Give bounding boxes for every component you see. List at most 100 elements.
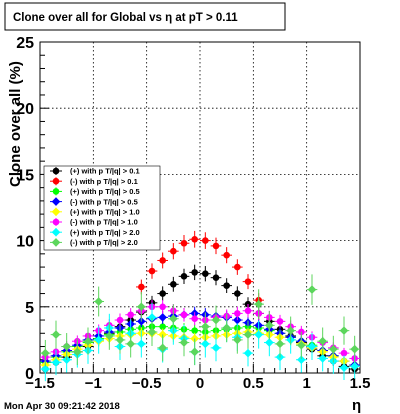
x-tick-label: 1.5 [350,375,371,392]
data-point [276,318,284,325]
legend-entry: (+) with p T/|q| > 0.1 [50,167,140,176]
data-point [318,336,327,346]
data-point [105,331,114,341]
data-point [127,311,134,319]
data-point [159,323,166,330]
data-point [265,338,274,347]
data-point [211,343,221,353]
data-point [329,344,338,354]
data-point [137,339,146,349]
data-point [159,303,166,311]
data-point [62,342,71,351]
data-point [201,339,210,349]
tick-labels: −1.5 −1 −0.5 0 0.5 1 1.5 0 5 10 15 20 25 [16,35,370,392]
legend-marker [52,177,60,185]
data-point [339,363,349,373]
data-point [159,290,166,297]
data-point [126,339,135,349]
legend-entry: (+) with p T/|q| > 2.0 [50,227,140,237]
x-tick-label: −1.5 [25,375,55,392]
y-tick-label: 10 [16,234,34,251]
data-point [233,335,242,345]
data-point [115,335,125,345]
legend-marker [52,218,60,226]
data-point [147,313,157,322]
legend-label: (+) with p T/|q| > 0.5 [70,187,140,196]
data-point [212,242,220,250]
legend-box [43,165,161,251]
data-point [147,327,157,337]
data-point [138,283,145,291]
data-point [212,274,220,281]
legend-marker [51,207,61,217]
y-tick-label: 5 [25,300,34,317]
data-point [190,347,199,357]
y-axis-title: Clone over all (%) [7,61,24,187]
data-point [169,314,178,324]
data-point [222,323,231,333]
legend-marker [51,238,61,247]
data-point [350,362,359,371]
data-point [170,280,177,288]
data-markers [40,230,360,382]
data-point [94,335,103,345]
legend-label: (-) with p T/|q| > 0.5 [70,197,138,206]
data-point [51,358,61,367]
y-tick-label: 25 [16,35,34,52]
data-point [307,285,317,294]
legend-entry: (+) with p T/|q| > 1.0 [50,207,140,217]
legend-marker [52,167,60,175]
data-point [191,327,198,334]
data-point [179,338,189,347]
data-point [275,339,285,349]
data-point [191,269,198,276]
data-point [191,315,198,323]
data-point [170,247,177,255]
legend-entry: (+) with p T/|q| > 0.5 [50,187,140,196]
legend-label: (-) with p T/|q| > 0.1 [70,177,138,186]
x-tick-label: 0 [196,375,204,392]
x-tick-label: −1 [85,375,102,392]
legend-marker [52,188,60,195]
data-point [243,330,253,339]
y-tick-label: 15 [16,167,34,184]
data-point [41,364,50,374]
title-box [4,2,286,31]
data-point [94,297,103,306]
series-7 [40,274,360,367]
data-point [234,290,241,297]
data-point [137,302,146,312]
data-point [211,315,221,325]
data-point [202,270,209,278]
data-point [286,326,295,335]
data-point [297,355,306,365]
data-point [116,316,124,324]
footer-datetime: Mon Apr 30 09:21:42 2018 [4,401,120,412]
data-point [254,330,263,339]
legend-entry: (-) with p T/|q| > 2.0 [50,238,138,247]
data-point [51,330,61,339]
chart-title: Clone over all for Global vs η at pT > 0… [13,12,238,24]
data-point [254,299,263,309]
data-point [83,336,93,346]
data-point [265,321,274,330]
data-point [243,348,253,358]
x-tick-label: 1 [302,375,310,392]
legend-entry: (-) with p T/|q| > 1.0 [50,218,138,227]
data-point [297,340,306,350]
legend-entry: (-) with p T/|q| > 0.5 [50,197,138,206]
data-point [158,313,167,322]
legend-marker [51,197,61,206]
data-point [244,278,252,285]
y-tick-label: 0 [25,366,34,383]
data-point [318,354,327,363]
data-point [41,348,50,358]
legend-label: (-) with p T/|q| > 1.0 [70,218,138,227]
data-point [350,344,359,354]
x-axis-title: η [352,397,361,414]
data-point [234,310,241,317]
data-point [158,343,167,353]
legend-label: (-) with p T/|q| > 2.0 [70,238,138,247]
data-point [202,237,209,244]
